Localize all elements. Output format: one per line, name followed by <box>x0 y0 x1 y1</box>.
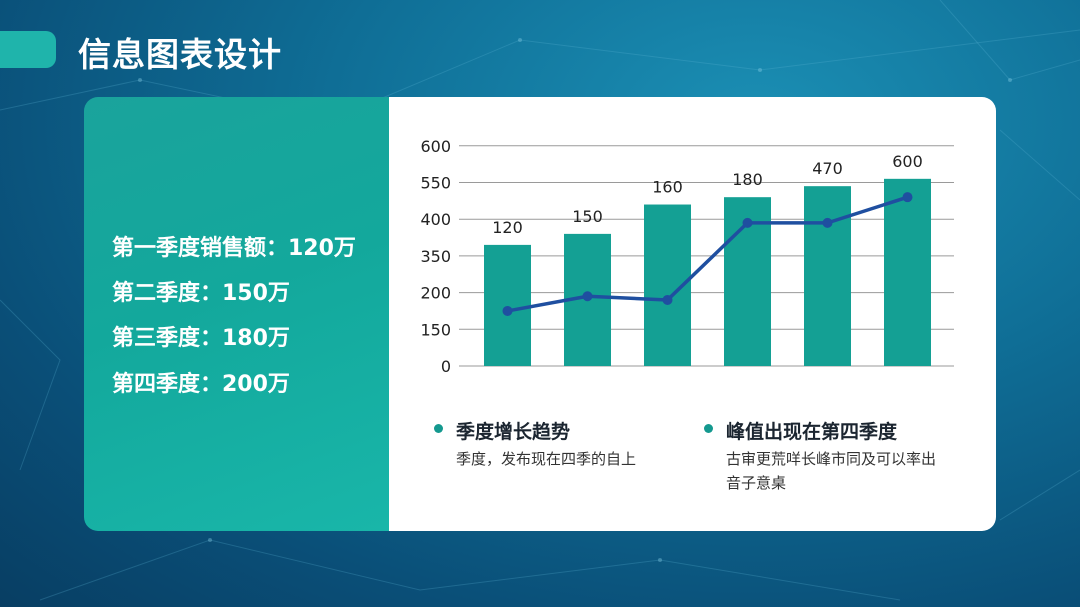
y-tick-label: 600 <box>420 137 451 156</box>
trend-point <box>742 217 753 228</box>
bar-data-label: 150 <box>572 207 603 226</box>
note-description: 季度，发布现在四季的自上 <box>456 450 637 468</box>
bar-data-label: 600 <box>892 152 923 171</box>
trend-point <box>662 294 673 305</box>
trend-point <box>822 217 833 228</box>
stat-q4: 第四季度：200万 <box>112 372 290 397</box>
note-description: 古审更荒咩长峰市同及可以率出音子意桌 <box>726 450 937 492</box>
title-accent-bar <box>0 31 56 68</box>
stat-q3: 第三季度：180万 <box>112 326 290 351</box>
stat-q1: 第一季度销售额：120万 <box>112 236 356 261</box>
bar-data-label: 470 <box>812 159 843 178</box>
trend-point <box>582 291 593 302</box>
chart-card: 0 150 200 350 400 550 600 120 150 160 180 470 600 季度… <box>389 97 996 531</box>
y-tick-label: 0 <box>441 357 451 376</box>
bar <box>804 186 851 366</box>
note-title: 季度增长趋势 <box>456 421 571 443</box>
y-tick-label: 400 <box>420 210 451 229</box>
bar-data-label: 120 <box>492 218 523 237</box>
bullet-dot-icon <box>434 424 443 433</box>
bar-data-label: 180 <box>732 170 763 189</box>
stats-panel: 第一季度销售额：120万 第二季度：150万 第三季度：180万 第四季度：20… <box>84 97 390 531</box>
trend-line <box>507 195 909 313</box>
y-tick-label: 550 <box>420 174 451 193</box>
bar <box>884 178 931 366</box>
trend-point <box>902 192 913 203</box>
y-tick-label: 350 <box>420 247 451 266</box>
note-title: 峰值出现在第四季度 <box>726 421 898 443</box>
bar-data-label: 160 <box>652 178 683 197</box>
bullet-dot-icon <box>704 424 713 433</box>
y-tick-label: 150 <box>420 320 451 339</box>
y-tick-label: 200 <box>420 284 451 303</box>
bar-line-chart: 0 150 200 350 400 550 600 120 150 160 180 470 600 <box>420 137 954 376</box>
trend-point <box>502 305 513 316</box>
slide-title: 信息图表设计 <box>78 35 282 74</box>
stat-q2: 第二季度：150万 <box>112 281 290 306</box>
bar <box>484 244 531 366</box>
